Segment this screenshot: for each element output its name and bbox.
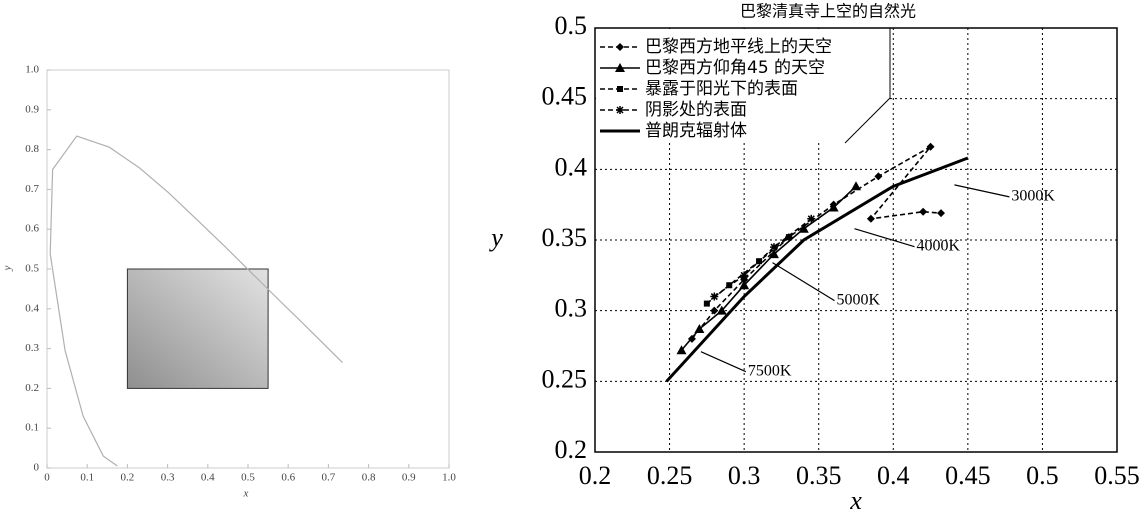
series-line xyxy=(49,135,343,467)
x-tick-label: 0.9 xyxy=(402,472,416,484)
marker xyxy=(710,306,719,315)
annotation: 7500K xyxy=(748,362,792,379)
y-tick-label: 0.4 xyxy=(25,302,39,314)
legend-box xyxy=(596,29,890,143)
marker xyxy=(739,280,750,290)
x-tick-label: 0.5 xyxy=(1026,461,1059,490)
marker xyxy=(807,214,816,223)
y-tick-label: 0.8 xyxy=(25,143,39,155)
legend-label: 阴影处的表面 xyxy=(645,100,747,120)
x-tick-label: 0.4 xyxy=(201,472,215,484)
series-line xyxy=(665,156,969,383)
x-tick-label: 1.0 xyxy=(442,472,456,484)
marker xyxy=(616,43,624,51)
marker xyxy=(768,249,779,259)
marker xyxy=(785,234,792,241)
marker xyxy=(919,207,928,216)
marker xyxy=(828,202,839,212)
marker xyxy=(617,86,623,92)
x-tick-label: 0.6 xyxy=(281,472,295,484)
y-tick-label: 0.2 xyxy=(555,435,588,464)
x-tick-label: 0.35 xyxy=(796,461,842,490)
y-axis-label: y xyxy=(488,223,503,252)
marker xyxy=(866,214,875,223)
legend-label: 巴黎西方仰角45 的天空 xyxy=(645,58,825,78)
y-tick-label: 0.3 xyxy=(25,342,39,354)
y-tick-label: 0 xyxy=(34,462,40,474)
marker xyxy=(615,63,625,72)
y-tick-label: 0.45 xyxy=(542,82,588,111)
annotation: 3000K xyxy=(1011,188,1055,205)
legend-label: 巴黎西方地平线上的天空 xyxy=(645,37,832,57)
y-axis-label: y xyxy=(2,265,14,271)
chart-left: x y 0 0.1 0.2 0.3 0.4 0.5 0.6 0.7 0.8 0.9 1.0 0 0.1 0… xyxy=(2,64,457,500)
y-tick-label: 0.9 xyxy=(25,103,39,115)
marker xyxy=(740,271,749,280)
x-axis-label: x xyxy=(849,486,862,514)
annotation-arrow xyxy=(700,351,747,373)
y-tick-label: 0.5 xyxy=(25,263,39,275)
chart-title: 巴黎清真寺上空的自然光 xyxy=(740,2,916,21)
y-tick-label: 0.25 xyxy=(542,364,588,393)
series-line xyxy=(680,185,857,351)
y-tick-label: 0.35 xyxy=(542,223,588,252)
marker xyxy=(769,243,778,252)
marker xyxy=(926,142,935,151)
x-tick-label: 0.55 xyxy=(1094,461,1140,490)
x-tick-label: 0.3 xyxy=(161,472,175,484)
x-tick-label: 0.5 xyxy=(241,472,255,484)
marker xyxy=(874,172,883,181)
y-tick-label: 0.7 xyxy=(25,183,39,195)
marker xyxy=(710,292,719,301)
plot-frame xyxy=(594,27,1118,453)
annotation: 5000K xyxy=(836,291,880,308)
x-tick-label: 0.2 xyxy=(579,461,612,490)
marker xyxy=(851,181,861,191)
marker xyxy=(703,300,710,307)
marker xyxy=(798,223,809,233)
series-line xyxy=(691,146,942,340)
y-tick-label: 1.0 xyxy=(25,64,39,76)
chart-right: 巴黎清真寺上空的自然光 x y 0.2 0.25 0.3 0.35 0.4 0.45 0.5… xyxy=(488,2,1140,514)
annotation-arrow xyxy=(854,228,915,248)
y-tick-label: 0.3 xyxy=(555,294,588,323)
x-tick-label: 0.45 xyxy=(945,461,991,490)
legend-label: 暴露于阳光下的表面 xyxy=(645,79,798,99)
marker xyxy=(694,324,705,334)
legend-leader xyxy=(844,28,891,144)
x-tick-label: 0.25 xyxy=(647,461,693,490)
annotation-arrow xyxy=(772,262,835,302)
x-tick-label: 0.8 xyxy=(362,472,376,484)
annotation: 4000K xyxy=(917,237,961,254)
marker xyxy=(937,209,946,218)
x-tick-label: 0.1 xyxy=(80,472,94,484)
x-tick-label: 0.2 xyxy=(121,472,135,484)
marker xyxy=(716,305,727,315)
x-tick-label: 0 xyxy=(44,472,50,484)
x-tick-label: 0.3 xyxy=(728,461,761,490)
highlight-region xyxy=(126,268,269,389)
marker xyxy=(676,345,687,355)
legend-label: 普朗克辐射体 xyxy=(645,121,747,141)
marker xyxy=(616,106,624,114)
y-tick-label: 0.4 xyxy=(555,152,588,181)
x-axis-label: x xyxy=(243,488,249,500)
y-tick-label: 0.5 xyxy=(555,11,588,40)
y-tick-label: 0.6 xyxy=(25,223,39,235)
y-tick-label: 0.2 xyxy=(25,382,39,394)
x-tick-label: 0.4 xyxy=(877,461,910,490)
series-line xyxy=(713,218,812,298)
y-tick-label: 0.1 xyxy=(25,422,39,434)
annotation-arrow xyxy=(954,184,1010,198)
x-tick-label: 0.7 xyxy=(322,472,336,484)
